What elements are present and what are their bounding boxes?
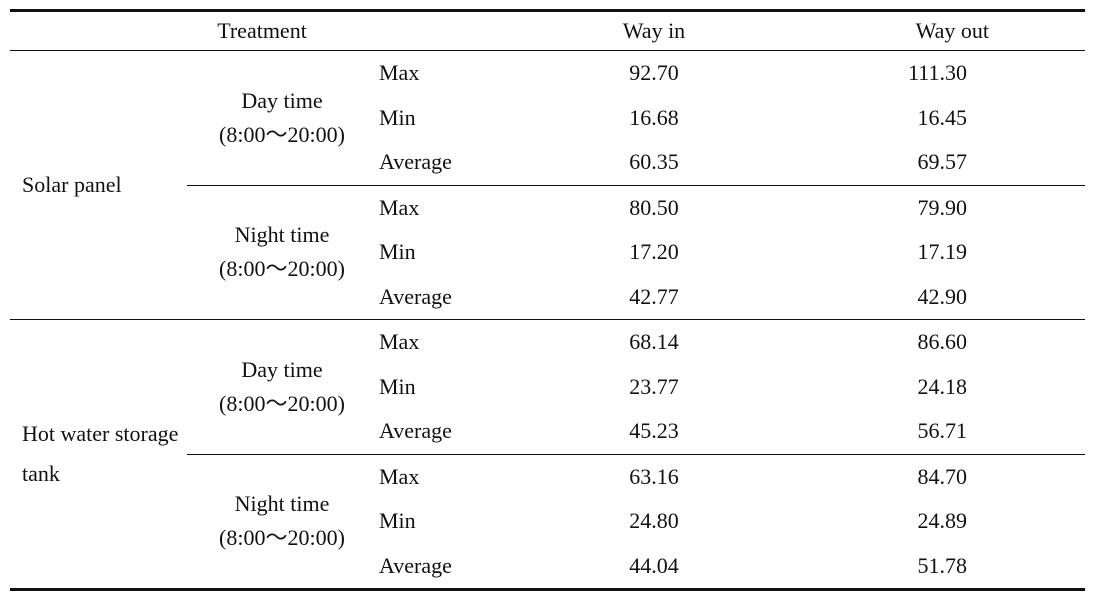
stat-label: Min xyxy=(379,508,416,534)
table-row: Hot water storage tank Day time (8:00～20:0… xyxy=(10,319,1085,590)
stat-label: Max xyxy=(377,453,544,499)
way-in-value: 60.35 xyxy=(629,149,679,175)
group-label: Solar panel xyxy=(22,172,122,197)
table-row: Average 45.23 56.71 xyxy=(10,409,1085,454)
table-row: Average 44.04 51.78 xyxy=(10,544,1085,590)
period-cell: Night time (8:00～20:00) xyxy=(187,453,377,590)
way-out-value: 111.30 xyxy=(908,60,967,86)
table-row: Average 60.35 69.57 xyxy=(10,140,1085,185)
way-in-value: 24.80 xyxy=(629,508,679,534)
stat-label: Min xyxy=(379,239,416,265)
way-in-value: 23.77 xyxy=(629,373,679,399)
data-table: Treatment Way in Way out Solar panel Day … xyxy=(10,9,1085,591)
way-out-value: 42.90 xyxy=(917,283,968,309)
way-out-value: 16.45 xyxy=(917,104,968,130)
period-label: Night time xyxy=(234,491,330,517)
table-row: Night time (8:00～20:00) Max 80.50 79.90 xyxy=(10,184,1085,320)
way-out-value: 24.89 xyxy=(917,508,968,534)
table-row: Min 16.68 16.45 xyxy=(10,96,1085,141)
period-hours: (8:00～20:00) xyxy=(219,525,345,551)
period-hours: (8:00～20:00) xyxy=(219,121,345,147)
stat-label: Average xyxy=(379,552,452,578)
way-in-value: 16.68 xyxy=(629,104,679,130)
table-row: Average 42.77 42.90 xyxy=(10,275,1085,320)
stat-label: Average xyxy=(379,418,452,444)
way-in-value: 17.20 xyxy=(629,239,679,265)
stat-label: Max xyxy=(377,184,544,230)
way-in-value: 80.50 xyxy=(544,184,764,230)
table-row: Solar panel Day time (8:00～20:00) Max 92.70 1… xyxy=(10,51,1085,197)
header-cell: Way out xyxy=(764,10,1085,51)
way-in-value: 63.16 xyxy=(544,453,764,499)
table-row: Min 17.20 17.19 xyxy=(10,230,1085,275)
period-hours: (8:00～20:00) xyxy=(219,256,345,282)
table-row: Min 24.80 24.89 xyxy=(10,499,1085,544)
way-out-value: 51.78 xyxy=(917,552,968,578)
way-out-value: 17.19 xyxy=(917,239,968,265)
stat-label: Min xyxy=(379,373,416,399)
period-hours: (8:00～20:00) xyxy=(219,390,345,416)
period-cell: Day time (8:00～20:00) xyxy=(187,319,377,454)
way-in-value: 44.04 xyxy=(629,552,679,578)
way-in-value: 68.14 xyxy=(544,319,764,365)
table-header: Treatment Way in Way out xyxy=(10,10,1085,51)
stat-label: Min xyxy=(379,104,416,130)
stat-label: Max xyxy=(377,319,544,365)
period-cell: Day time (8:00～20:00) xyxy=(187,51,377,186)
stat-label: Average xyxy=(379,283,452,309)
period-cell: Night time (8:00～20:00) xyxy=(187,184,377,320)
header-cell: Way in xyxy=(544,10,764,51)
way-in-value: 92.70 xyxy=(629,60,679,86)
stat-label: Max xyxy=(379,60,420,86)
period-label: Day time xyxy=(241,356,323,382)
table-row: Night time (8:00～20:00) Max 63.16 84.70 xyxy=(10,453,1085,590)
way-out-value: 79.90 xyxy=(764,184,1085,230)
stat-label: Average xyxy=(379,149,452,175)
period-label: Day time xyxy=(241,87,323,113)
way-out-value: 86.60 xyxy=(764,319,1085,365)
way-out-value: 69.57 xyxy=(917,149,968,175)
period-label: Night time xyxy=(234,222,330,248)
way-out-value: 24.18 xyxy=(917,373,968,399)
header-row: Treatment Way in Way out xyxy=(10,10,1085,51)
way-out-value: 56.71 xyxy=(917,418,968,444)
way-in-value: 42.77 xyxy=(629,283,679,309)
way-in-value: 45.23 xyxy=(629,418,679,444)
table-body: Solar panel Day time (8:00～20:00) Max 92.70 1… xyxy=(10,51,1085,590)
table-row: Min 23.77 24.18 xyxy=(10,365,1085,410)
group-label: Hot water storage tank xyxy=(10,319,187,590)
header-cell: Treatment xyxy=(10,10,544,51)
way-out-value: 84.70 xyxy=(764,453,1085,499)
